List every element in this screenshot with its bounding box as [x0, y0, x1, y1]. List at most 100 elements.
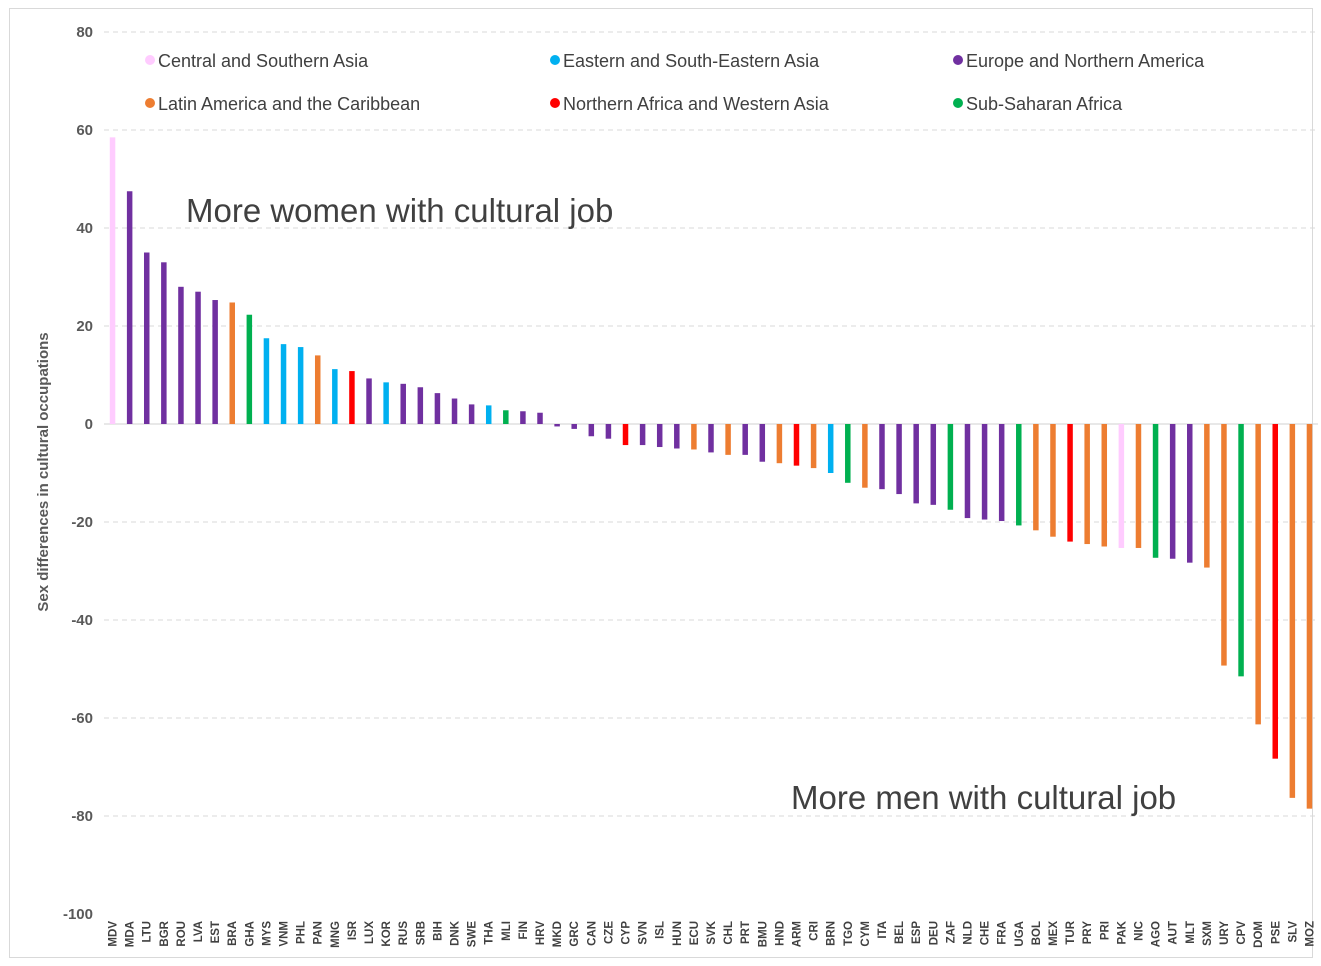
bar-fra	[998, 424, 1005, 522]
legend-item: Eastern and South-Eastern Asia	[550, 51, 820, 71]
bar-pan	[314, 355, 321, 424]
legend-marker	[953, 98, 963, 108]
bar-hnd	[776, 424, 783, 464]
bar-pse	[1272, 424, 1279, 759]
legend-item: Sub-Saharan Africa	[953, 94, 1123, 114]
x-tick-label: THA	[484, 921, 496, 945]
bar-tha	[485, 405, 492, 424]
x-tick-label: CYM	[860, 921, 872, 947]
bar-srb	[417, 387, 424, 424]
x-tick-label: SVN	[638, 921, 650, 945]
y-tick-label: 20	[76, 318, 93, 335]
x-tick-label: LUX	[364, 921, 376, 944]
bar-cze	[605, 424, 612, 439]
x-tick-label: LTU	[142, 921, 154, 943]
legend-item: Northern Africa and Western Asia	[550, 94, 830, 114]
x-tick-label: HND	[774, 921, 786, 946]
x-tick-label: ISR	[347, 920, 359, 940]
bar-lux	[366, 378, 372, 424]
bar-dom	[1255, 424, 1261, 725]
bar-ltu	[143, 252, 150, 424]
x-tick-label: LVA	[193, 921, 205, 942]
x-tick-label: BGR	[159, 920, 171, 946]
legend-marker	[550, 98, 560, 108]
gridlines	[104, 31, 1318, 817]
x-tick-label: HUN	[672, 921, 684, 946]
bar-lva	[195, 291, 201, 424]
x-tick-label: BEL	[894, 921, 906, 944]
x-tick-label: PRI	[1099, 921, 1111, 940]
legend-marker	[953, 55, 963, 65]
x-tick-label: MNG	[330, 921, 342, 948]
bar-bra	[229, 302, 235, 424]
bar-cym	[862, 424, 868, 488]
y-tick-label: 60	[76, 122, 93, 139]
x-tick-label: FIN	[518, 921, 530, 940]
bar-swe	[468, 404, 475, 424]
annotation-top: More women with cultural job	[186, 192, 613, 229]
x-tick-label: ISL	[655, 921, 667, 939]
bar-ury	[1221, 424, 1227, 666]
x-tick-label: HRV	[535, 921, 547, 945]
bar-svk	[708, 424, 714, 453]
bar-vnm	[280, 344, 287, 424]
x-tick-label: AGO	[1151, 921, 1163, 947]
bar-nld	[964, 424, 971, 519]
bar-pri	[1101, 424, 1108, 547]
x-tick-label: URY	[1219, 921, 1231, 945]
bar-esp	[913, 424, 919, 504]
bar-rou	[178, 286, 184, 424]
x-tick-label: MLT	[1185, 921, 1197, 944]
x-tick-label: MDV	[108, 921, 120, 947]
x-tick-label: PRY	[1082, 921, 1094, 945]
legend-item: Europe and Northern America	[953, 51, 1205, 71]
bar-aut	[1169, 424, 1176, 559]
x-tick-label: GRC	[569, 921, 581, 947]
x-tick-label: MOZ	[1304, 921, 1316, 947]
x-tick-label: CAN	[586, 921, 598, 946]
x-tick-label: SXM	[1202, 921, 1214, 946]
bar-cyp	[622, 424, 629, 446]
x-tick-label: PAN	[313, 921, 325, 944]
bar-bmu	[759, 424, 766, 462]
x-tick-label: MYS	[261, 921, 273, 946]
x-tick-label: ROU	[176, 921, 188, 947]
bar-mys	[263, 338, 270, 424]
bar-isr	[349, 371, 355, 424]
x-tick-label: MKD	[552, 921, 564, 947]
x-tick-label: AUT	[1168, 921, 1180, 945]
bar-tgo	[845, 424, 851, 483]
bar-bel	[896, 424, 902, 495]
y-tick-label: 80	[76, 24, 93, 41]
bar-isl	[656, 424, 663, 448]
x-tick-label: BRN	[826, 921, 838, 946]
bar-svn	[639, 424, 646, 446]
bars	[109, 137, 1313, 809]
bar-fin	[520, 411, 526, 424]
x-tick-label: EST	[210, 921, 222, 943]
bar-prt	[742, 424, 748, 455]
bar-mli	[503, 410, 509, 424]
bar-uga	[1016, 424, 1022, 526]
x-tick-label: ITA	[877, 921, 889, 939]
x-tick-label: SVK	[706, 920, 718, 944]
bar-grc	[571, 424, 577, 429]
x-tick-label: MDA	[125, 921, 137, 947]
x-tick-label: BOL	[1031, 921, 1043, 945]
x-tick-label: DEU	[928, 921, 940, 945]
x-tick-label: BRA	[227, 921, 239, 946]
y-tick-label: 0	[85, 416, 93, 433]
bar-kor	[383, 382, 389, 424]
x-tick-label: BMU	[757, 921, 769, 947]
x-tick-label: GHA	[244, 921, 256, 947]
bar-cri	[810, 424, 817, 469]
bar-mng	[332, 369, 338, 424]
bar-moz	[1306, 424, 1313, 809]
bar-bol	[1033, 424, 1039, 531]
bar-hrv	[537, 412, 543, 424]
x-tick-label: CPV	[1236, 921, 1248, 945]
x-tick-label: ARM	[791, 921, 803, 947]
y-tick-label: -60	[71, 710, 93, 727]
x-tick-label: PSE	[1270, 921, 1282, 944]
